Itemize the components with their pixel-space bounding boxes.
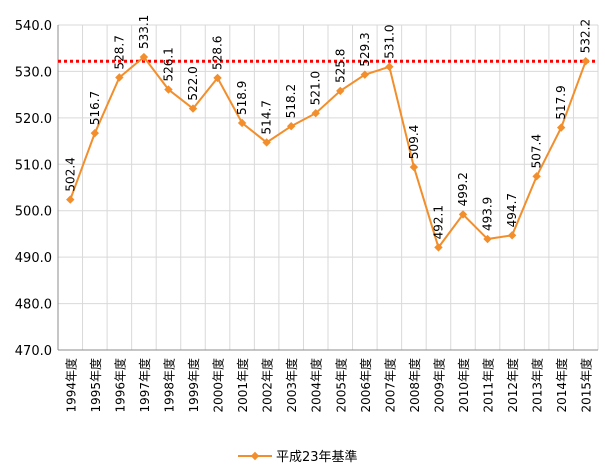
data-point-marker [483,234,492,244]
data-label: 526.1 [161,47,175,81]
x-tick-label: 2002年度 [260,358,275,413]
y-axis: 470.0 480.0 490.0 500.0 510.0 520.0 530.0 540.0 [15,19,59,359]
data-point-marker [311,109,320,118]
x-tick-label: 2007年度 [382,358,397,413]
y-tick-label: 480.0 [15,298,52,313]
data-label: 518.9 [235,81,249,115]
data-point-marker [385,62,394,71]
data-points [66,52,590,252]
data-point-marker [556,123,566,132]
data-point-marker [581,57,590,66]
data-point-marker [409,162,419,172]
data-label: 528.7 [112,35,126,69]
data-point-marker [66,195,75,204]
x-tick-label: 2008年度 [407,358,422,413]
data-label: 531.0 [382,24,396,58]
data-label: 509.4 [407,125,421,159]
data-point-marker [336,86,345,96]
data-label: 529.3 [358,32,372,66]
data-label: 532.2 [579,19,593,53]
data-point-marker [507,231,517,240]
series-line [69,55,587,250]
data-label: 494.7 [505,193,519,227]
data-label: 533.1 [137,15,151,49]
data-point-marker [532,172,541,181]
y-tick-label: 540.0 [15,19,52,34]
x-tick-label: 1994年度 [63,358,78,413]
data-label: 514.7 [260,100,274,134]
x-tick-label: 2006年度 [358,358,373,413]
data-label: 517.9 [554,85,568,119]
y-tick-label: 470.0 [15,344,52,359]
x-tick-label: 2000年度 [211,358,226,413]
x-tick-label: 2005年度 [333,358,348,413]
data-point-marker [115,73,124,82]
x-tick-label: 1998年度 [161,358,176,413]
x-tick-label: 2003年度 [284,358,299,413]
y-tick-label: 490.0 [15,251,52,266]
data-label: 516.7 [88,91,102,125]
x-tick-label: 2009年度 [431,358,446,413]
x-tick-label: 1996年度 [112,358,127,413]
data-point-marker [90,128,100,138]
data-label: 525.8 [333,49,347,83]
legend-diamond-marker [250,451,260,461]
data-point-marker [286,122,296,131]
data-point-marker [360,70,370,79]
x-tick-label: 2014年度 [554,358,569,413]
data-point-marker [434,243,443,252]
data-label: 521.0 [309,71,323,105]
x-tick-label: 2004年度 [309,358,324,413]
x-tick-label: 2013年度 [530,358,545,413]
data-label: 499.2 [456,172,470,206]
x-tick-label: 2011年度 [481,358,496,413]
y-tick-label: 500.0 [15,205,52,220]
data-label: 492.1 [431,205,445,239]
x-tick-label: 1995年度 [88,358,103,413]
x-axis: 1994年度 1995年度 1996年度 1997年度 1998年度 1999年度 2000… [58,349,598,413]
y-tick-label: 520.0 [15,112,52,127]
data-label: 507.4 [530,134,544,168]
data-label: 502.4 [63,157,77,191]
data-point-marker [139,52,149,62]
y-tick-label: 510.0 [15,158,52,173]
grid-lines [57,24,599,351]
data-point-marker [237,118,247,128]
legend-label: 平成23年基準 [276,449,358,465]
x-tick-label: 2001年度 [235,358,250,413]
data-label: 528.6 [211,36,225,70]
data-point-marker [164,85,173,94]
data-label: 522.0 [186,66,200,100]
x-tick-label: 2012年度 [505,358,520,413]
data-point-marker [213,73,222,83]
x-tick-label: 1999年度 [186,358,201,413]
x-tick-label: 2010年度 [456,358,471,413]
data-point-marker [188,104,198,113]
y-tick-label: 530.0 [15,65,52,80]
data-point-marker [262,138,271,147]
x-tick-label: 1997年度 [137,358,152,413]
data-point-marker [458,210,468,219]
data-label: 493.9 [481,197,495,231]
legend: 平成23年基準 [238,449,358,465]
data-label: 518.2 [284,84,298,118]
data-labels: 502.4 516.7 528.7 533.1 526.1 522.0 528.6 518.9… [63,15,592,240]
x-tick-label: 2015年度 [579,358,594,413]
